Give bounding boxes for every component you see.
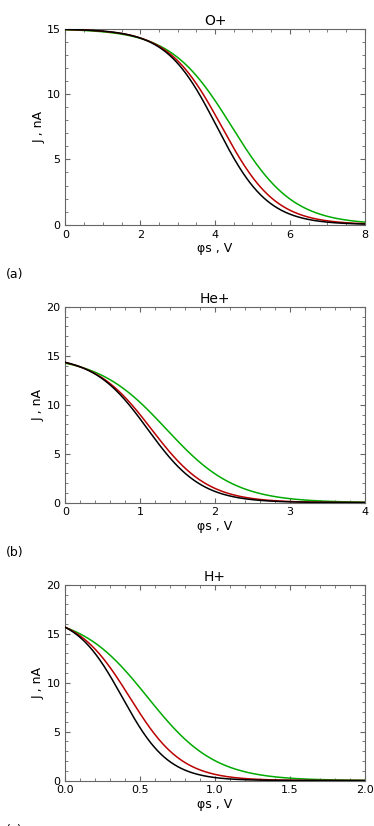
Title: He+: He+	[200, 292, 230, 306]
Y-axis label: J , nA: J , nA	[32, 389, 45, 420]
Text: (c): (c)	[6, 824, 22, 826]
X-axis label: φs , V: φs , V	[197, 520, 233, 534]
X-axis label: φs , V: φs , V	[197, 242, 233, 255]
Text: (b): (b)	[6, 546, 23, 558]
Text: (a): (a)	[6, 268, 23, 281]
X-axis label: φs , V: φs , V	[197, 798, 233, 811]
Title: H+: H+	[204, 570, 226, 584]
Title: O+: O+	[204, 14, 226, 28]
Y-axis label: J , nA: J , nA	[32, 111, 45, 143]
Y-axis label: J , nA: J , nA	[32, 667, 45, 699]
